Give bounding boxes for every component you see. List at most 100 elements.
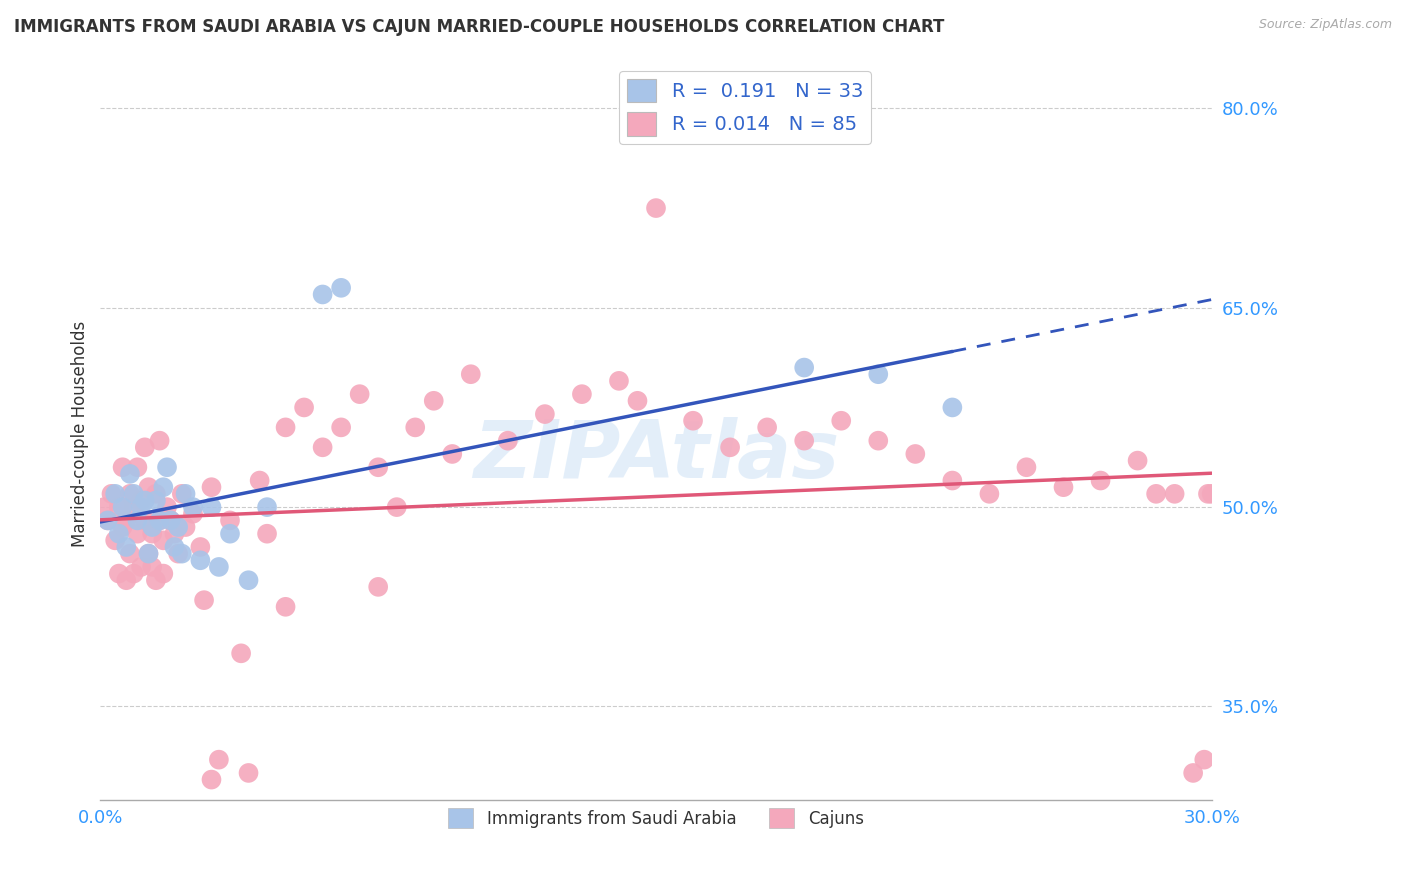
- Point: [1197, 487, 1219, 501]
- Point: [208, 753, 231, 767]
- Point: [193, 593, 215, 607]
- Point: [460, 368, 482, 382]
- Point: [793, 434, 815, 448]
- Point: [1126, 453, 1149, 467]
- Point: [156, 460, 179, 475]
- Point: [385, 500, 408, 515]
- Point: [181, 500, 204, 515]
- Point: [274, 420, 297, 434]
- Legend: Immigrants from Saudi Arabia, Cajuns: Immigrants from Saudi Arabia, Cajuns: [441, 801, 870, 835]
- Point: [404, 420, 426, 434]
- Point: [330, 281, 353, 295]
- Point: [145, 573, 167, 587]
- Point: [115, 573, 138, 587]
- Point: [111, 500, 134, 515]
- Point: [167, 547, 190, 561]
- Point: [174, 487, 197, 501]
- Point: [163, 526, 186, 541]
- Point: [141, 520, 163, 534]
- Point: [167, 520, 190, 534]
- Point: [127, 513, 149, 527]
- Point: [607, 374, 630, 388]
- Point: [256, 500, 278, 515]
- Point: [108, 500, 131, 515]
- Point: [127, 526, 149, 541]
- Point: [571, 387, 593, 401]
- Point: [129, 560, 152, 574]
- Point: [170, 487, 193, 501]
- Point: [152, 480, 174, 494]
- Point: [159, 513, 181, 527]
- Point: [97, 513, 120, 527]
- Point: [238, 573, 260, 587]
- Y-axis label: Married-couple Households: Married-couple Households: [72, 321, 89, 547]
- Point: [330, 420, 353, 434]
- Point: [256, 526, 278, 541]
- Point: [367, 580, 389, 594]
- Point: [941, 474, 963, 488]
- Point: [111, 520, 134, 534]
- Point: [626, 393, 648, 408]
- Point: [1144, 487, 1167, 501]
- Point: [174, 520, 197, 534]
- Point: [441, 447, 464, 461]
- Point: [134, 440, 156, 454]
- Point: [145, 493, 167, 508]
- Point: [145, 487, 167, 501]
- Point: [292, 401, 315, 415]
- Point: [793, 360, 815, 375]
- Point: [149, 434, 172, 448]
- Point: [111, 460, 134, 475]
- Point: [138, 547, 160, 561]
- Point: [200, 500, 222, 515]
- Point: [129, 500, 152, 515]
- Point: [830, 414, 852, 428]
- Point: [868, 434, 890, 448]
- Point: [311, 287, 333, 301]
- Point: [238, 766, 260, 780]
- Point: [118, 547, 141, 561]
- Text: ZIPAtlas: ZIPAtlas: [472, 417, 839, 495]
- Point: [1052, 480, 1074, 494]
- Point: [141, 560, 163, 574]
- Point: [1015, 460, 1038, 475]
- Point: [127, 460, 149, 475]
- Point: [118, 467, 141, 481]
- Point: [367, 460, 389, 475]
- Point: [274, 599, 297, 614]
- Point: [122, 566, 145, 581]
- Point: [141, 526, 163, 541]
- Point: [682, 414, 704, 428]
- Point: [115, 513, 138, 527]
- Point: [219, 513, 242, 527]
- Point: [152, 566, 174, 581]
- Point: [149, 513, 172, 527]
- Point: [118, 487, 141, 501]
- Point: [122, 487, 145, 501]
- Text: IMMIGRANTS FROM SAUDI ARABIA VS CAJUN MARRIED-COUPLE HOUSEHOLDS CORRELATION CHAR: IMMIGRANTS FROM SAUDI ARABIA VS CAJUN MA…: [14, 18, 945, 36]
- Point: [190, 540, 212, 554]
- Point: [219, 526, 242, 541]
- Point: [200, 772, 222, 787]
- Point: [104, 533, 127, 548]
- Point: [1201, 487, 1223, 501]
- Point: [200, 480, 222, 494]
- Point: [134, 493, 156, 508]
- Point: [941, 401, 963, 415]
- Point: [756, 420, 779, 434]
- Point: [1194, 753, 1216, 767]
- Point: [1090, 474, 1112, 488]
- Point: [979, 487, 1001, 501]
- Point: [1182, 766, 1205, 780]
- Point: [904, 447, 927, 461]
- Point: [496, 434, 519, 448]
- Point: [208, 560, 231, 574]
- Point: [159, 513, 181, 527]
- Point: [170, 547, 193, 561]
- Point: [645, 201, 668, 215]
- Point: [868, 368, 890, 382]
- Point: [108, 526, 131, 541]
- Point: [163, 540, 186, 554]
- Point: [718, 440, 741, 454]
- Point: [1163, 487, 1185, 501]
